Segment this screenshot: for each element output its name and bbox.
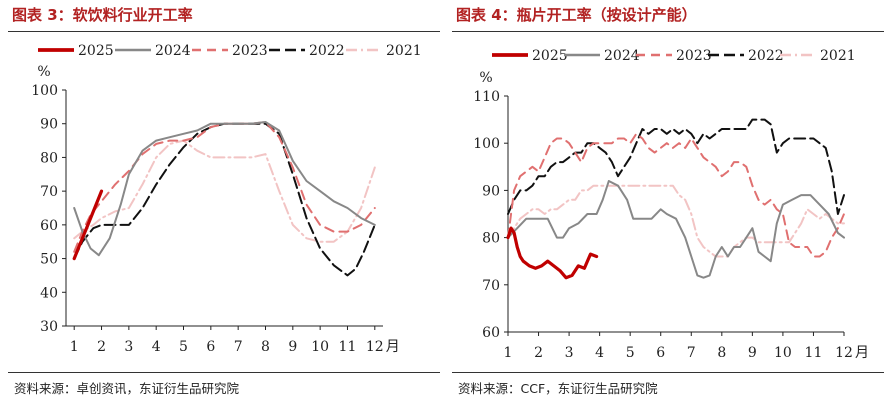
x-tick-label: 4 xyxy=(152,339,161,355)
x-axis-unit: 月 xyxy=(855,345,869,361)
x-tick-label: 9 xyxy=(748,345,757,361)
x-tick-label: 8 xyxy=(717,345,726,361)
x-tick-label: 6 xyxy=(206,339,215,355)
y-tick-label: 70 xyxy=(482,278,500,294)
series-line-2024 xyxy=(507,180,845,279)
chart-panel-softdrink: 图表 3：软饮料行业开工率 30 40 50 60 70 80 90 100% 1 2 3 4 5 6 7 8… xyxy=(8,0,443,405)
x-tick-label: 3 xyxy=(124,339,133,355)
x-tick-label: 7 xyxy=(234,339,243,355)
source-rule xyxy=(452,372,884,373)
y-tick-label: 90 xyxy=(40,117,58,133)
series-line-2023 xyxy=(73,121,376,253)
y-tick-label: 80 xyxy=(482,231,500,247)
legend-label-2022: 2022 xyxy=(309,43,345,59)
x-tick-label: 12 xyxy=(835,345,853,361)
source-note: 资料来源：CCF，东证衍生品研究院 xyxy=(458,381,658,396)
legend-label-2025: 2025 xyxy=(532,48,568,64)
y-axis-unit: % xyxy=(37,64,50,80)
y-tick-label: 60 xyxy=(40,218,58,234)
chart-title: 图表 4：瓶片开工率（按设计产能） xyxy=(456,6,697,24)
x-tick-label: 7 xyxy=(687,345,696,361)
x-tick-label: 11 xyxy=(339,339,357,355)
y-tick-label: 90 xyxy=(482,183,500,199)
legend-label-2023: 2023 xyxy=(676,48,712,64)
x-tick-label: 10 xyxy=(311,339,329,355)
title-rule xyxy=(452,31,884,32)
legend-label-2023: 2023 xyxy=(232,43,268,59)
x-tick-label: 12 xyxy=(366,339,384,355)
y-tick-label: 80 xyxy=(40,150,58,166)
x-tick-label: 6 xyxy=(656,345,665,361)
legend-label-2024: 2024 xyxy=(604,48,640,64)
x-tick-label: 5 xyxy=(626,345,635,361)
series-line-2024 xyxy=(73,121,376,257)
y-tick-label: 30 xyxy=(40,319,58,335)
series-line-2025 xyxy=(72,189,104,261)
x-tick-label: 2 xyxy=(534,345,543,361)
x-tick-label: 11 xyxy=(805,345,823,361)
x-tick-label: 10 xyxy=(774,345,792,361)
source-rule xyxy=(8,372,440,373)
legend-label-2021: 2021 xyxy=(386,43,422,59)
y-tick-label: 100 xyxy=(473,136,500,152)
y-tick-label: 100 xyxy=(31,83,58,99)
series-line-2025 xyxy=(506,226,599,280)
series-line-2021 xyxy=(507,184,845,258)
x-tick-label: 1 xyxy=(70,339,79,355)
legend-label-2021: 2021 xyxy=(820,48,856,64)
legend-label-2024: 2024 xyxy=(155,43,191,59)
series-line-2021 xyxy=(73,139,376,243)
series-line-2022 xyxy=(507,118,845,215)
chart-panel-bottle-chip: 图表 4：瓶片开工率（按设计产能） 60 70 80 90 100 110% 1 2 3 4 5 6 7… xyxy=(452,0,886,405)
source-note: 资料来源：卓创资讯，东证衍生品研究院 xyxy=(14,381,240,396)
title-rule xyxy=(8,31,440,32)
x-tick-label: 2 xyxy=(97,339,106,355)
y-tick-label: 110 xyxy=(473,89,500,105)
x-axis-unit: 月 xyxy=(386,339,400,355)
x-tick-label: 5 xyxy=(179,339,188,355)
y-tick-label: 50 xyxy=(40,252,58,268)
series-line-2022 xyxy=(73,122,376,277)
y-tick-label: 40 xyxy=(40,285,58,301)
x-tick-label: 4 xyxy=(595,345,604,361)
x-tick-label: 9 xyxy=(288,339,297,355)
y-tick-label: 60 xyxy=(482,325,500,341)
chart-title: 图表 3：软饮料行业开工率 xyxy=(12,6,193,24)
x-tick-label: 8 xyxy=(261,339,270,355)
legend-label-2022: 2022 xyxy=(748,48,784,64)
series-line-2023 xyxy=(507,132,845,258)
x-tick-label: 3 xyxy=(565,345,574,361)
legend-label-2025: 2025 xyxy=(78,43,114,59)
x-tick-label: 1 xyxy=(504,345,513,361)
y-axis-unit: % xyxy=(479,70,492,86)
y-tick-label: 70 xyxy=(40,184,58,200)
